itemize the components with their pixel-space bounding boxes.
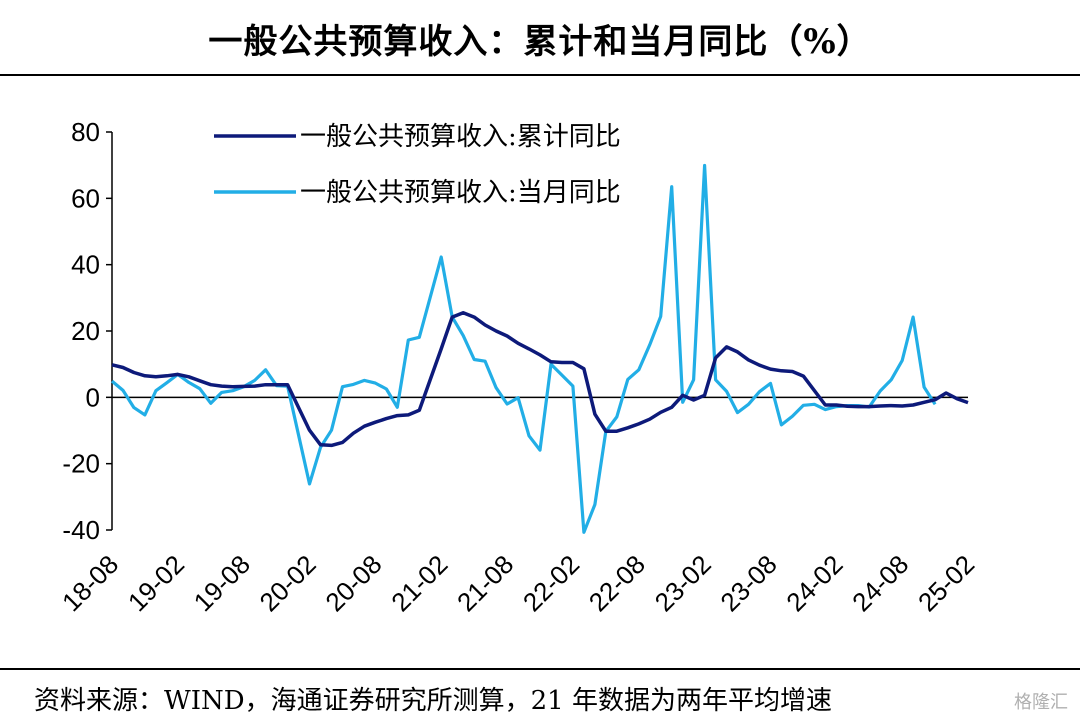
top-rule [0,74,1080,76]
x-tick-label: 21-02 [385,549,453,617]
chart-title: 一般公共预算收入：累计和当月同比（%） [208,22,872,62]
watermark: 格隆汇 [1014,692,1068,713]
y-tick-label: 0 [86,382,100,412]
y-tick-label: 20 [71,316,100,346]
x-tick-label: 22-02 [517,549,585,617]
source-note: 资料来源：WIND，海通证券研究所测算，21 年数据为两年平均增速 [34,686,832,716]
x-tick-label: 24-02 [780,549,848,617]
x-tick-label: 21-08 [451,549,519,617]
series-line-monthly [110,163,937,534]
chart-series [110,163,969,534]
x-tick-label: 23-02 [649,549,717,617]
x-tick-label: 19-08 [188,549,256,617]
y-tick-label: 60 [71,183,100,213]
x-tick-label: 22-08 [583,549,651,617]
legend-label: 一般公共预算收入:当月同比 [300,178,621,208]
line-chart: -40 -20 0 20 40 60 80 18-0819-0219-0820-0220-08… [56,117,980,617]
x-tick-label: 20-02 [254,549,322,617]
x-tick-label: 20-08 [319,549,387,617]
y-tick-label: -20 [62,449,100,479]
y-tick-label: -40 [62,515,100,545]
x-tick-label: 19-02 [122,549,190,617]
x-tick-label: 18-08 [56,549,124,617]
y-tick-label: 80 [71,117,100,147]
bottom-rule [0,668,1080,670]
x-tick-label: 23-08 [714,549,782,617]
series-line-cumulative [111,311,969,448]
x-tick-label: 25-02 [912,549,980,617]
legend-label: 一般公共预算收入:累计同比 [300,122,621,152]
y-tick-label: 40 [71,250,100,280]
x-tick-label: 24-08 [846,549,914,617]
